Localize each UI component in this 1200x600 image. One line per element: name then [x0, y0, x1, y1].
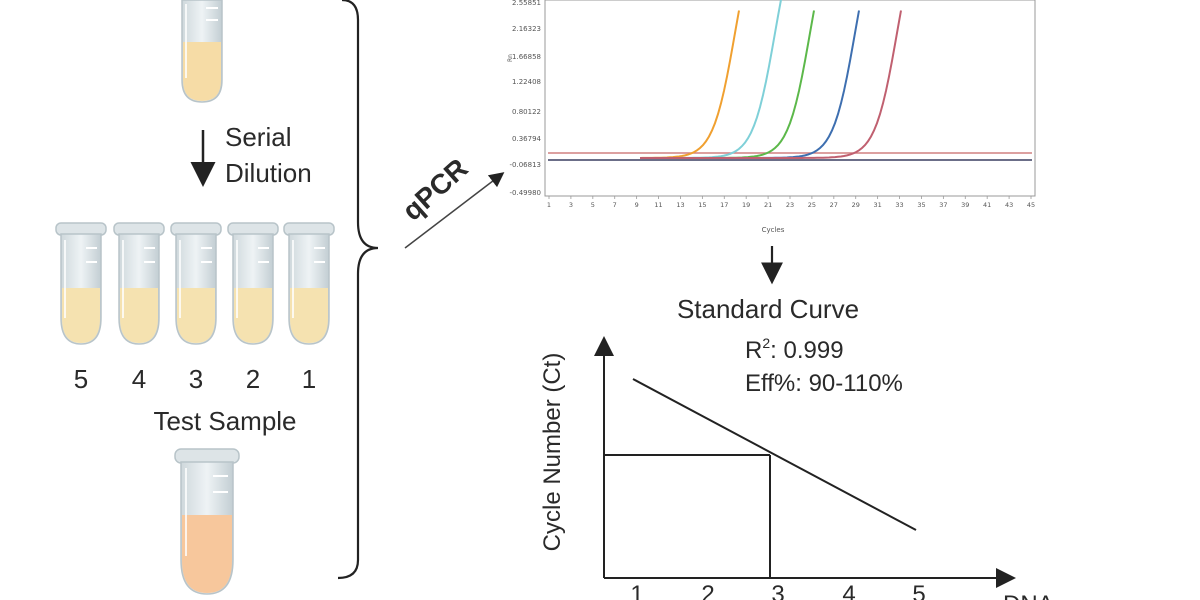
standard-curve-x-tick: 2 [701, 581, 714, 600]
amp-x-tick: 15 [698, 201, 706, 209]
standard-curve-x-ticks: 1 2 3 4 5 [630, 581, 925, 600]
amp-x-tick: 29 [852, 201, 860, 209]
tube-numbers: 5 4 3 2 1 [74, 364, 316, 394]
amp-x-ticks: 1 3 5 7 9 11 13 15 17 19 21 23 25 27 29 31 33 35 37 39 41 43 4… [547, 196, 1035, 209]
amp-curves [548, 0, 1032, 161]
standard-curve-x-label: DNA [1003, 591, 1054, 600]
amp-x-tick: 5 [591, 201, 595, 209]
curly-brace [337, 0, 379, 580]
amp-y-tick: -0.49980 [510, 189, 541, 197]
amp-x-tick: 37 [939, 201, 947, 209]
amp-x-tick: 43 [1005, 201, 1013, 209]
amplification-plot: 2.55851 2.16323 1.66858 1.22408 0.80122 0.367… [507, 0, 1036, 234]
amp-x-tick: 27 [830, 201, 838, 209]
qpcr-arrow [404, 172, 505, 249]
tube-number: 4 [132, 364, 146, 394]
standard-curve-axes [594, 336, 1016, 588]
dilution-tube [55, 222, 107, 345]
qpcr-label: qPCR [396, 152, 473, 226]
amp-x-tick: 13 [676, 201, 684, 209]
test-sample-tube [174, 448, 240, 595]
amp-x-tick: 17 [720, 201, 728, 209]
standard-curve-line [632, 378, 917, 531]
r2-text: R2: 0.999 [745, 335, 844, 364]
amp-x-label: Cycles [762, 226, 785, 234]
amp-x-tick: 33 [895, 201, 903, 209]
standard-curve-title: Standard Curve [677, 294, 859, 324]
amp-y-tick: 0.36794 [512, 135, 541, 143]
standard-curve-guide-lines [604, 454, 771, 578]
amp-y-tick: 1.66858 [512, 53, 541, 61]
amp-x-tick: 25 [808, 201, 816, 209]
amp-x-tick: 39 [961, 201, 969, 209]
test-sample-label: Test Sample [153, 406, 296, 436]
tube-number: 2 [246, 364, 260, 394]
dilution-label: Dilution [225, 158, 312, 188]
dilution-tube [170, 222, 222, 345]
amp-y-tick: 2.55851 [512, 0, 541, 7]
tube-number: 3 [189, 364, 203, 394]
efficiency-text: Eff%: 90-110% [745, 370, 903, 397]
standard-curve-x-tick: 4 [842, 581, 855, 600]
amp-x-tick: 21 [764, 201, 772, 209]
dilution-tube [227, 222, 279, 345]
amp-y-tick: -0.06813 [510, 161, 541, 169]
amp-x-tick: 11 [654, 201, 662, 209]
amp-x-tick: 45 [1027, 201, 1035, 209]
serial-label: Serial [225, 122, 291, 152]
amp-x-tick: 9 [635, 201, 639, 209]
dilution-tube [113, 222, 165, 345]
standard-curve-x-tick: 1 [630, 581, 643, 600]
amp-x-tick: 1 [547, 201, 551, 209]
amp-x-tick: 3 [569, 201, 573, 209]
amp-x-tick: 35 [917, 201, 925, 209]
tube-number: 5 [74, 364, 88, 394]
standard-curve-y-label: Cycle Number (Ct) [539, 353, 566, 552]
amplification-curve [640, 10, 902, 159]
amp-y-tick: 2.16323 [512, 25, 541, 33]
stock-tube [181, 0, 223, 103]
amp-x-tick: 19 [742, 201, 750, 209]
amp-x-tick: 41 [983, 201, 991, 209]
amp-x-tick: 31 [873, 201, 881, 209]
amp-y-ticks: 2.55851 2.16323 1.66858 1.22408 0.80122 0.367… [510, 0, 542, 197]
amp-y-tick: 0.80122 [512, 108, 541, 116]
tube-number: 1 [302, 364, 316, 394]
standard-curve-x-tick: 3 [771, 581, 784, 600]
amp-x-tick: 23 [786, 201, 794, 209]
amp-x-tick: 7 [613, 201, 617, 209]
dilution-tube [283, 222, 335, 345]
amp-y-label: Rn [507, 54, 514, 62]
amp-y-tick: 1.22408 [512, 78, 541, 86]
dilution-tubes [55, 222, 335, 345]
standard-curve-x-tick: 5 [912, 581, 925, 600]
amplification-plot-frame [544, 0, 1036, 197]
